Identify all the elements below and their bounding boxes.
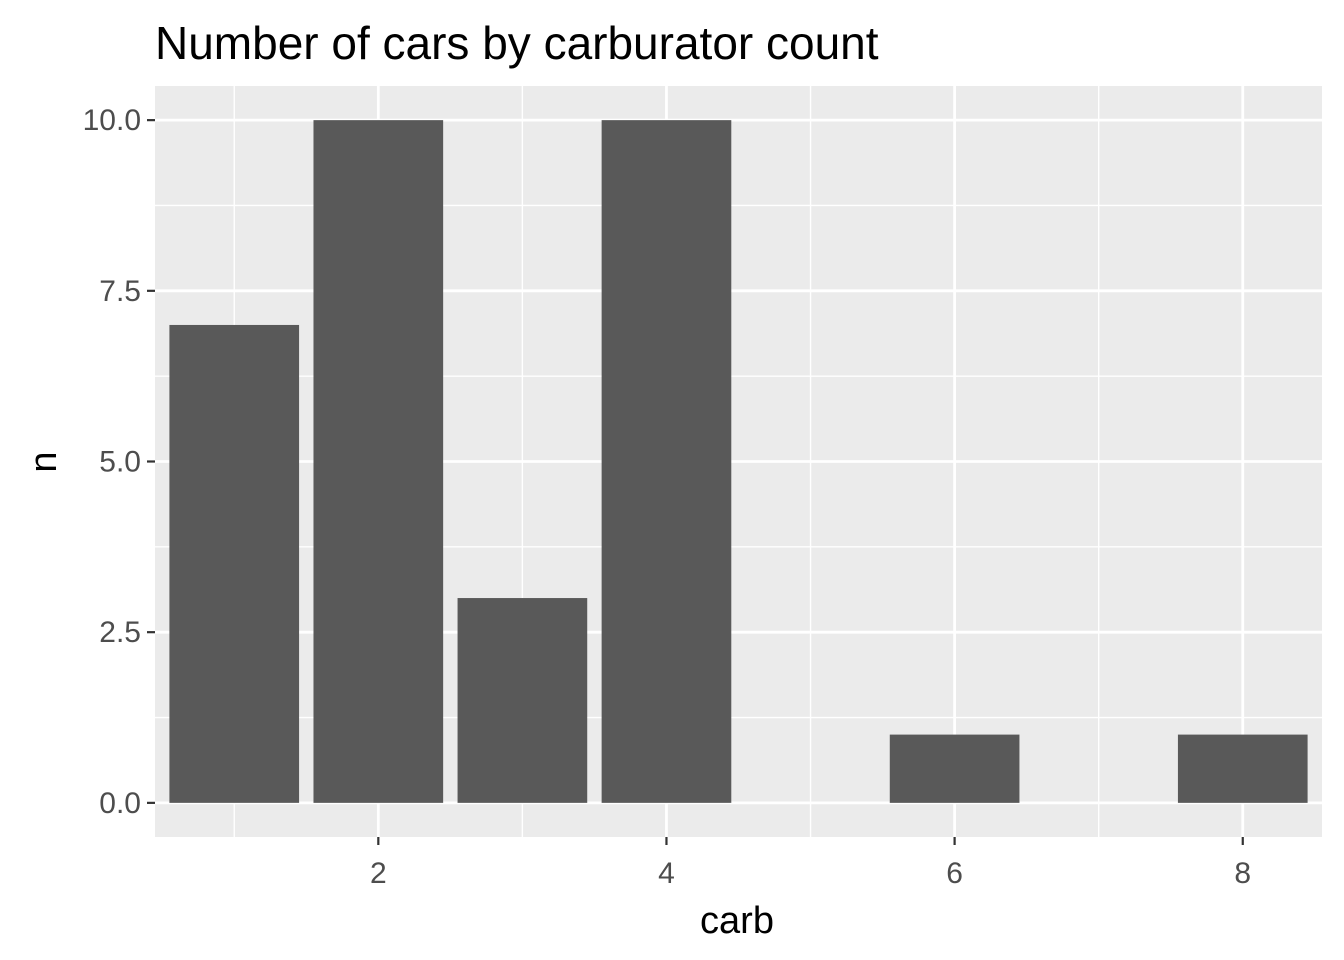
y-axis-title: n: [23, 451, 65, 472]
y-tick-label: 5.0: [99, 446, 141, 479]
bars: [169, 120, 1308, 803]
y-tick-label: 10.0: [83, 104, 141, 137]
chart-title: Number of cars by carburator count: [155, 17, 879, 69]
x-tick-label: 2: [370, 857, 387, 890]
x-axis: 2 4 6 8: [370, 837, 1251, 890]
y-tick-label: 0.0: [99, 787, 141, 820]
bar: [457, 598, 588, 803]
x-axis-title: carb: [700, 900, 774, 942]
y-tick-label: 7.5: [99, 275, 141, 308]
y-axis: 0.0 2.5 5.0 7.5 10.0: [83, 104, 155, 820]
bar: [313, 120, 444, 803]
x-tick-label: 4: [658, 857, 675, 890]
x-tick-label: 8: [1234, 857, 1251, 890]
bar: [169, 324, 300, 803]
bar: [601, 120, 732, 803]
y-tick-label: 2.5: [99, 616, 141, 649]
bar: [1177, 734, 1308, 803]
x-tick-label: 6: [946, 857, 963, 890]
bar: [889, 734, 1020, 803]
